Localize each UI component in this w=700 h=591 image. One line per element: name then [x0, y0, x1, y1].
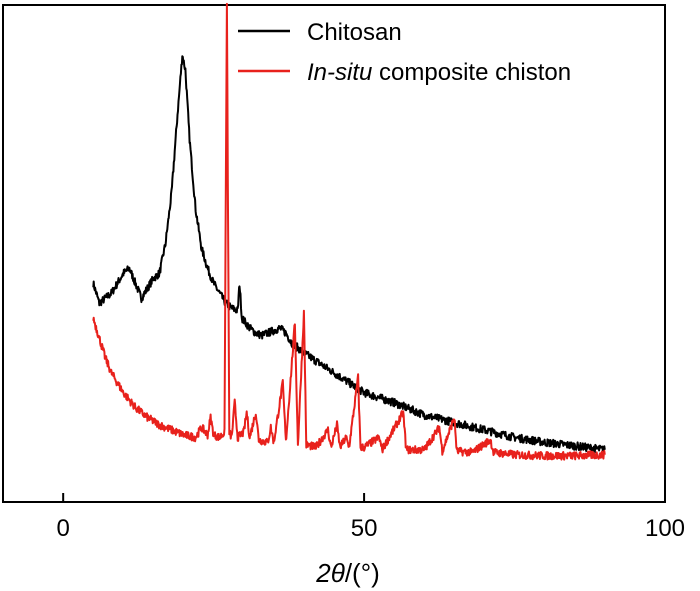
x-axis-title-unit: /(°) — [345, 558, 380, 588]
x-axis-title-symbol: θ — [331, 558, 345, 588]
legend-label-composite-rest: composite chiston — [372, 59, 571, 86]
series-line-1 — [92, 2, 606, 461]
x-axis-tick-labels: 0 50 100 — [57, 515, 686, 542]
x-tick-label: 0 — [57, 515, 70, 542]
plot-lines — [92, 2, 606, 461]
series-line-0 — [92, 55, 606, 454]
plot-frame — [2, 4, 666, 503]
x-axis-title: 2θ/(°) — [315, 558, 380, 588]
x-tick-label: 100 — [645, 515, 685, 542]
x-axis-ticks — [62, 493, 666, 502]
legend: Chitosan In-situ composite chiston — [238, 19, 571, 86]
x-axis-title-lead: 2 — [315, 558, 331, 588]
legend-label-chitosan: Chitosan — [307, 19, 402, 46]
x-tick-label: 50 — [351, 515, 378, 542]
legend-label-composite-italic: In-situ — [307, 59, 372, 86]
legend-label-composite: In-situ composite chiston — [307, 59, 571, 86]
